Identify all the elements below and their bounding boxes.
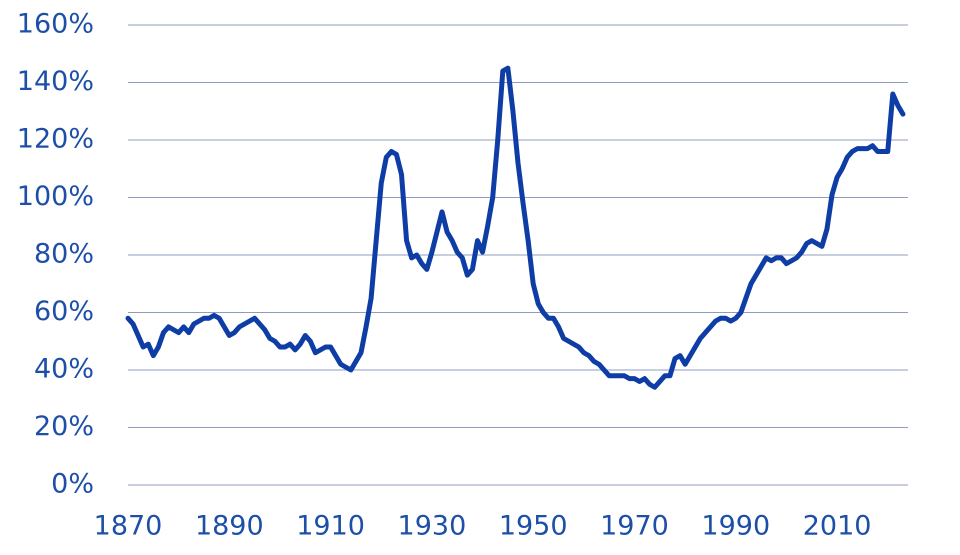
y-tick-label: 80% (34, 239, 94, 270)
x-tick-label: 1890 (195, 511, 264, 542)
y-tick-label: 160% (17, 9, 94, 40)
y-tick-label: 60% (34, 296, 94, 327)
x-tick-label: 1950 (499, 511, 568, 542)
x-tick-label: 2010 (803, 511, 872, 542)
y-tick-label: 120% (17, 124, 94, 155)
y-tick-label: 0% (51, 469, 94, 500)
x-tick-label: 1910 (296, 511, 365, 542)
y-tick-label: 40% (34, 354, 94, 385)
x-tick-label: 1930 (398, 511, 467, 542)
data-line (125, 65, 906, 390)
y-tick-label: 20% (34, 411, 94, 442)
y-tick-label: 100% (17, 181, 94, 212)
x-tick-label: 1970 (600, 511, 669, 542)
y-tick-label: 140% (17, 66, 94, 97)
x-tick-label: 1990 (701, 511, 770, 542)
x-tick-label: 1870 (94, 511, 163, 542)
